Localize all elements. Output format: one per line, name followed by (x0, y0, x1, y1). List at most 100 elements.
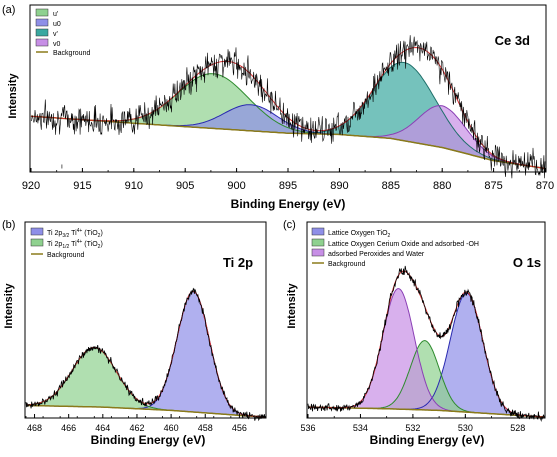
peak-areas-b (26, 291, 265, 417)
x-tick-label-c-1: 534 (353, 423, 368, 433)
legend-label-background-b: Background (47, 252, 84, 259)
x-ticks-c: 536 534 532 530 528 (300, 414, 545, 433)
x-tick-label-b-2: 464 (95, 423, 110, 433)
legend-ti32-main: Ti 2p (47, 230, 62, 237)
y-axis-label-a: Intensity (7, 73, 19, 119)
x-tick-label-a-1: 915 (73, 180, 91, 192)
legend-label-v-prime: v' (53, 31, 58, 38)
x-tick-label-c-3: 530 (458, 423, 473, 433)
x-tick-label-a-0: 920 (22, 180, 40, 192)
y-axis-label-b: Intensity (3, 283, 15, 329)
x-tick-label-a-9: 875 (484, 180, 502, 192)
x-tick-label-a-10: 870 (536, 180, 554, 192)
legend-ti12-close: ) (100, 241, 102, 248)
legend-ti32-suffix: Ti (69, 230, 77, 237)
raw-spectrum-a (30, 35, 546, 179)
plot-frame-b (24, 221, 267, 419)
peak-area-c-2 (308, 288, 544, 417)
legend-swatch-ti-2p12 (30, 238, 44, 247)
raw-data-c (307, 265, 545, 423)
background-line-a (30, 115, 546, 170)
x-ticks-b: 468 466 464 462 460 458 456 (25, 414, 266, 433)
legend-c: Lattice Oxygen TiO2 Lattice Oxygen Ceriu… (311, 227, 479, 268)
x-tick-label-a-5: 895 (279, 180, 297, 192)
legend-swatch-v-prime (35, 28, 49, 37)
legend-ti12-sub: 1/2 (62, 244, 69, 250)
legend-label-v0: v0 (53, 41, 61, 48)
legend-lattice-tio2-main: Lattice Oxygen TiO (328, 230, 388, 237)
x-tick-label-a-4: 900 (227, 180, 245, 192)
peak-areas-c (308, 288, 544, 417)
x-tick-label-b-1: 466 (61, 423, 76, 433)
legend-a: u' u0 v' v0 Background (35, 8, 90, 57)
x-ticks-a: 920 915 910 905 900 895 890 885 880 875 870 (22, 168, 554, 192)
raw-data-a (30, 35, 546, 179)
x-tick-label-b-5: 458 (198, 423, 213, 433)
x-tick-label-b-3: 462 (129, 423, 144, 433)
legend-swatch-v0 (35, 38, 49, 47)
legend-label-ti-2p32: Ti 2p3/2 Ti4+ (TiO2) (47, 228, 103, 239)
legend-label-lattice-tio2: Lattice Oxygen TiO2 (328, 230, 391, 239)
panel-label-c: (c) (283, 219, 296, 231)
legend-lattice-tio2-sub: 2 (388, 233, 391, 239)
y-axis-label-c: Intensity (286, 283, 298, 329)
chart-title-a: Ce 3d (495, 33, 530, 48)
legend-swatch-lattice-ceo (311, 238, 325, 247)
x-tick-label-c-0: 536 (300, 423, 315, 433)
plot-frame-c (306, 221, 546, 419)
x-tick-label-b-0: 468 (27, 423, 42, 433)
legend-b: Ti 2p3/2 Ti4+ (TiO2) Ti 2p1/2 Ti4+ (TiO2… (30, 227, 103, 259)
x-tick-label-b-4: 460 (164, 423, 179, 433)
x-tick-label-a-8: 880 (433, 180, 451, 192)
peak-area-a-0 (31, 73, 545, 169)
panel-label-b: (b) (2, 219, 15, 231)
panel-ce3d: (a) Intensity Binding Energy (eV) Ce 3d … (2, 4, 554, 211)
legend-ti32-tail: (TiO (82, 230, 98, 237)
x-tick-label-c-2: 532 (405, 423, 420, 433)
legend-label-peroxide: adsorbed Peroxides and Water (328, 251, 425, 258)
x-axis-label-c: Binding Energy (eV) (370, 433, 485, 447)
legend-ti12-tail-sub: 2 (98, 244, 101, 250)
x-axis-label-a: Binding Energy (eV) (231, 197, 346, 211)
peak-area-c-0 (308, 293, 544, 417)
x-tick-label-a-7: 885 (382, 180, 400, 192)
x-axis-label-b: Binding Energy (eV) (91, 433, 206, 447)
panel-label-a: (a) (2, 4, 15, 16)
legend-ti12-suffix: Ti (69, 241, 77, 248)
raw-data-b (25, 287, 266, 422)
raw-spectrum-b (25, 287, 266, 422)
x-tick-label-c-4: 528 (510, 423, 525, 433)
legend-ti12-main: Ti 2p (47, 241, 62, 248)
peak-area-c-1 (308, 340, 544, 417)
peak-area-a-3 (31, 105, 545, 169)
x-tick-label-a-6: 890 (330, 180, 348, 192)
panel-o1s: (c) Intensity Binding Energy (eV) O 1s 5… (283, 219, 546, 447)
legend-label-background-c: Background (328, 261, 365, 268)
x-tick-label-a-3: 905 (176, 180, 194, 192)
peak-area-b-1 (26, 347, 265, 417)
legend-label-background-a: Background (53, 50, 90, 57)
legend-label-ti-2p12: Ti 2p1/2 Ti4+ (TiO2) (47, 239, 103, 250)
raw-spectrum-c (307, 265, 545, 423)
plot-frame-a (29, 4, 547, 173)
legend-ti32-sub: 3/2 (62, 233, 69, 239)
legend-ti32-close: ) (100, 230, 102, 237)
legend-swatch-u0 (35, 18, 49, 27)
x-tick-label-a-2: 910 (125, 180, 143, 192)
background-line-b (25, 404, 266, 418)
legend-swatch-u-prime (35, 8, 49, 17)
legend-label-lattice-ceo: Lattice Oxygen Cerium Oxide and adsorbed… (328, 241, 479, 248)
legend-ti32-tail-sub: 2 (98, 233, 101, 239)
panel-ti2p: (b) Intensity Binding Energy (eV) Ti 2p … (2, 219, 267, 447)
chart-title-c: O 1s (513, 255, 541, 270)
legend-ti12-sup: 4+ (77, 239, 83, 245)
legend-swatch-ti-2p32 (30, 227, 44, 236)
legend-swatch-lattice-tio2 (311, 227, 325, 236)
legend-label-u0: u0 (53, 21, 61, 28)
peak-areas-a (31, 62, 545, 169)
legend-label-u-prime: u' (53, 11, 58, 18)
x-tick-label-b-6: 456 (232, 423, 247, 433)
legend-ti32-sup: 4+ (77, 228, 83, 234)
legend-swatch-peroxide (311, 248, 325, 257)
